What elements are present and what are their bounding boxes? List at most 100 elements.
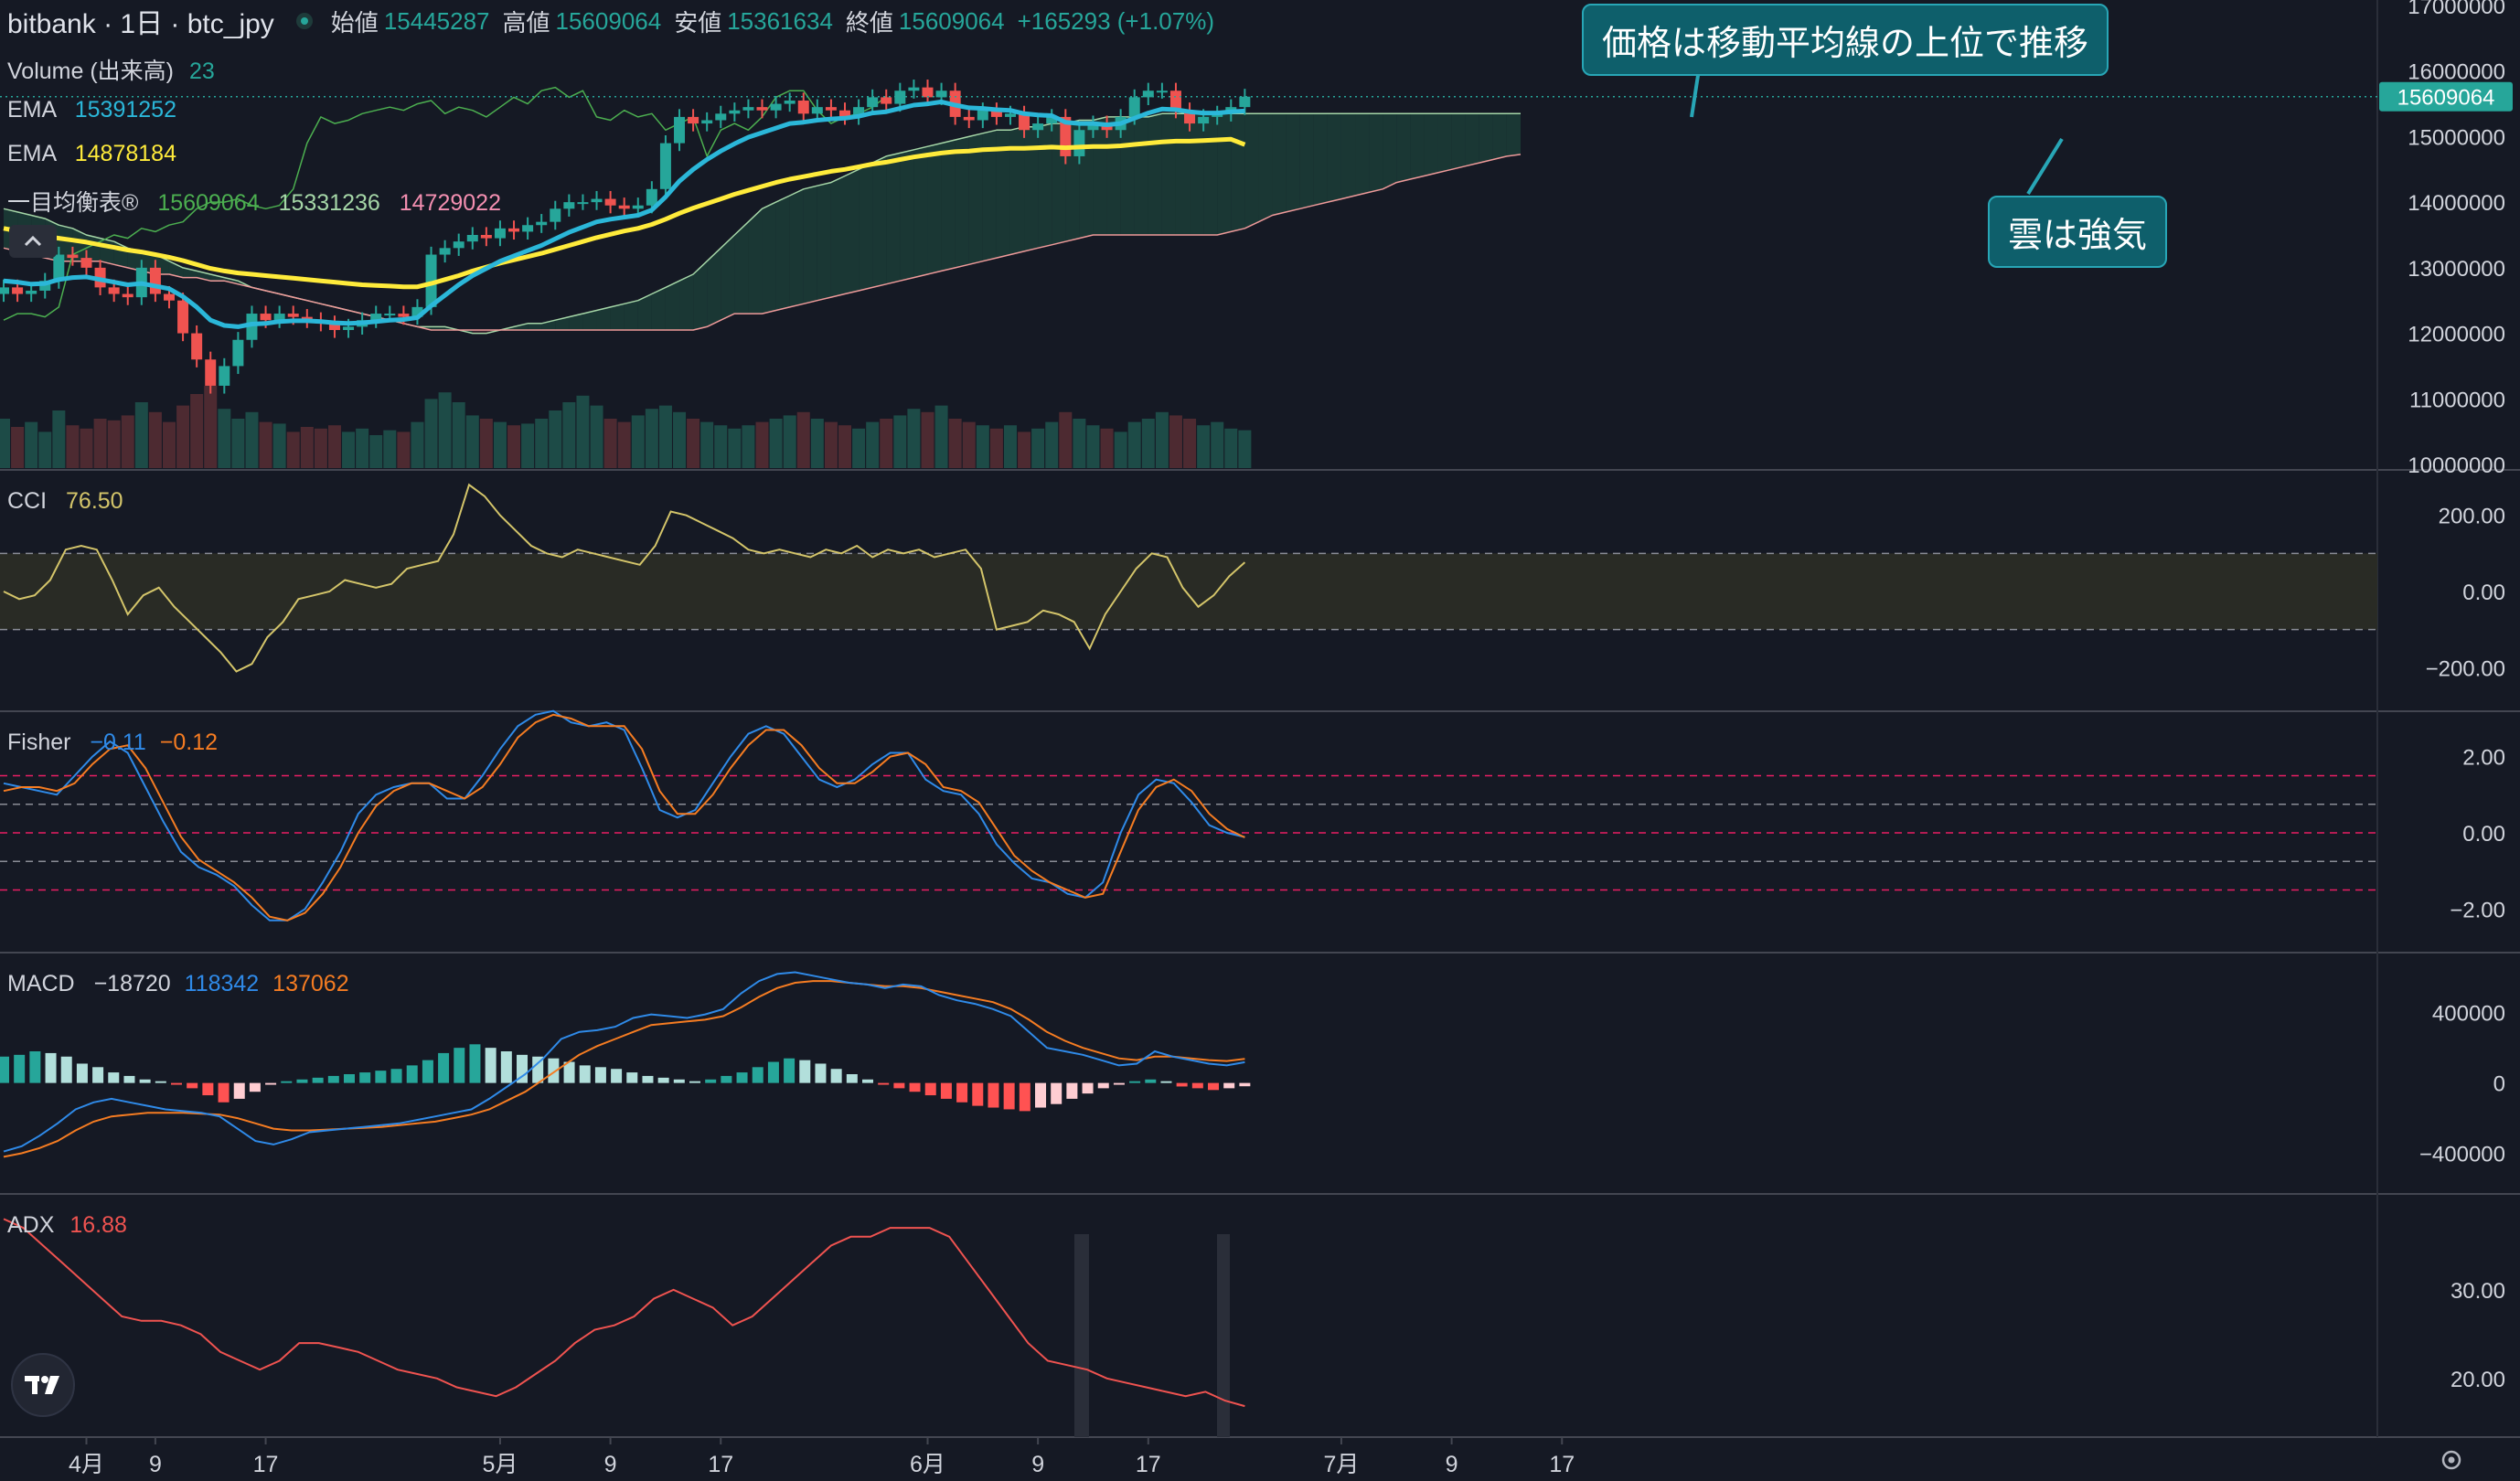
- ichimoku-cloud-segment: [1203, 113, 1218, 235]
- macd-histogram-bar: [924, 1082, 936, 1096]
- candle-body: [604, 198, 616, 206]
- ichimoku-cloud-segment: [472, 329, 486, 334]
- candle-body: [881, 97, 892, 104]
- macd-histogram-bar: [1208, 1082, 1220, 1091]
- macd-histogram-bar: [611, 1069, 623, 1083]
- ichimoku-cloud-segment: [1369, 113, 1383, 193]
- high-label: 高値: [502, 8, 550, 37]
- volume-bar: [356, 428, 369, 468]
- legend-ema-slow[interactable]: EMA 14878184: [7, 141, 176, 167]
- candle-body: [674, 116, 686, 144]
- market-status-dot: [295, 13, 313, 29]
- ichimoku-cloud-segment: [1009, 126, 1025, 255]
- legend-ichimoku[interactable]: 一目均衡表® 15609064 15331236 14729022: [7, 185, 501, 218]
- callout-price-above-ma[interactable]: 価格は移動平均線の上位で推移: [1582, 4, 2109, 76]
- ichimoku-lagging-line: [3, 86, 887, 321]
- ichimoku-cloud-segment: [734, 221, 749, 314]
- low-value: 15361634: [727, 6, 833, 35]
- time-axis-tick: 17: [1549, 1452, 1575, 1477]
- volume-bar: [397, 432, 411, 468]
- candle-body: [536, 221, 548, 226]
- legend-macd-label: MACD: [7, 971, 75, 996]
- macd-histogram-bar: [799, 1060, 811, 1083]
- macd-histogram-bar: [548, 1058, 560, 1083]
- ichimoku-cloud-segment: [845, 169, 860, 294]
- ichimoku-cloud-segment: [775, 195, 790, 311]
- ichimoku-cloud-segment: [1424, 113, 1438, 176]
- macd-histogram-bar: [438, 1052, 450, 1083]
- ichimoku-cloud-segment: [1134, 116, 1148, 236]
- candle-body: [453, 241, 464, 249]
- ichimoku-cloud-segment: [1355, 113, 1370, 196]
- volume-bar: [673, 411, 687, 468]
- volume-bar: [1073, 419, 1086, 468]
- macd-histogram-bar: [344, 1074, 356, 1083]
- volume-bar: [948, 419, 962, 468]
- volume-bar: [383, 430, 397, 468]
- macd-histogram-bar: [721, 1075, 732, 1083]
- volume-bar: [1059, 411, 1073, 468]
- volume-bar: [1238, 430, 1252, 468]
- volume-bar: [783, 415, 796, 468]
- fisher-axis-tick: 0.00: [2462, 822, 2505, 847]
- ichimoku-cloud-segment: [1313, 113, 1328, 206]
- chevron-up-icon: [24, 235, 42, 247]
- legend-cci-label: CCI: [7, 488, 48, 514]
- ema-slow-line: [3, 136, 1246, 290]
- candle-body: [701, 120, 713, 124]
- volume-bar: [452, 402, 465, 468]
- candle-body: [108, 287, 120, 294]
- volume-bar: [1169, 415, 1182, 468]
- macd-histogram-bar: [45, 1052, 57, 1083]
- candle-body: [149, 267, 161, 294]
- legend-cci[interactable]: CCI 76.50: [7, 488, 123, 515]
- legend-fisher[interactable]: Fisher −0.11 −0.12: [7, 730, 218, 756]
- volume-bar: [1127, 421, 1141, 468]
- legend-macd[interactable]: MACD −18720 118342 137062: [7, 971, 349, 997]
- ichimoku-cloud-segment: [224, 277, 239, 284]
- macd-histogram-bar: [705, 1079, 717, 1083]
- candle-body: [384, 314, 396, 316]
- fisher-line: [3, 709, 1245, 922]
- volume-bar: [93, 419, 107, 468]
- candle-body: [232, 339, 244, 367]
- legend-volume[interactable]: Volume (出来高) 23: [7, 53, 215, 86]
- ichimoku-cloud-segment: [789, 188, 804, 307]
- legend-ema-fast[interactable]: EMA 15391252: [7, 97, 176, 123]
- macd-histogram-bar: [594, 1067, 606, 1083]
- volume-bar: [810, 419, 824, 468]
- tradingview-logo[interactable]: [11, 1353, 75, 1417]
- macd-histogram-bar: [469, 1044, 481, 1083]
- volume-bar: [479, 419, 493, 468]
- volume-bar: [755, 421, 769, 468]
- price-axis-tick: 16000000: [2408, 60, 2505, 85]
- collapse-legend-button[interactable]: [9, 225, 57, 258]
- ichimoku-cloud-segment: [1175, 113, 1191, 235]
- macd-histogram-bar: [123, 1075, 135, 1083]
- legend-adx[interactable]: ADX 16.88: [7, 1212, 127, 1239]
- gear-icon[interactable]: [2438, 1446, 2465, 1474]
- price-axis-tick: 11000000: [2409, 388, 2505, 412]
- macd-histogram-bar: [390, 1069, 402, 1083]
- callout-cloud-bullish[interactable]: 雲は強気: [1988, 196, 2168, 268]
- time-axis-tick: 9: [604, 1452, 617, 1477]
- candle-body: [191, 333, 203, 360]
- macd-histogram-bar: [893, 1082, 905, 1089]
- time-axis-tick: 7月: [1323, 1452, 1359, 1477]
- legend-adx-value: 16.88: [69, 1212, 127, 1238]
- volume-bar: [493, 421, 507, 468]
- macd-histogram-bar: [517, 1054, 529, 1083]
- legend-cci-value: 76.50: [66, 488, 123, 514]
- candle-body: [260, 314, 272, 321]
- macd-histogram-bar: [815, 1063, 827, 1083]
- macd-histogram-bar: [752, 1067, 763, 1083]
- candle-body: [563, 202, 575, 209]
- macd-histogram-bar: [626, 1072, 638, 1083]
- candle-body: [659, 143, 671, 189]
- macd-histogram-bar: [909, 1082, 921, 1092]
- candle-body: [550, 208, 561, 222]
- high-value: 15609064: [555, 6, 662, 35]
- ichimoku-cloud-segment: [1451, 113, 1466, 170]
- volume-bar: [852, 428, 866, 468]
- symbol-title[interactable]: bitbank · 1日 · btc_jpy: [7, 9, 274, 39]
